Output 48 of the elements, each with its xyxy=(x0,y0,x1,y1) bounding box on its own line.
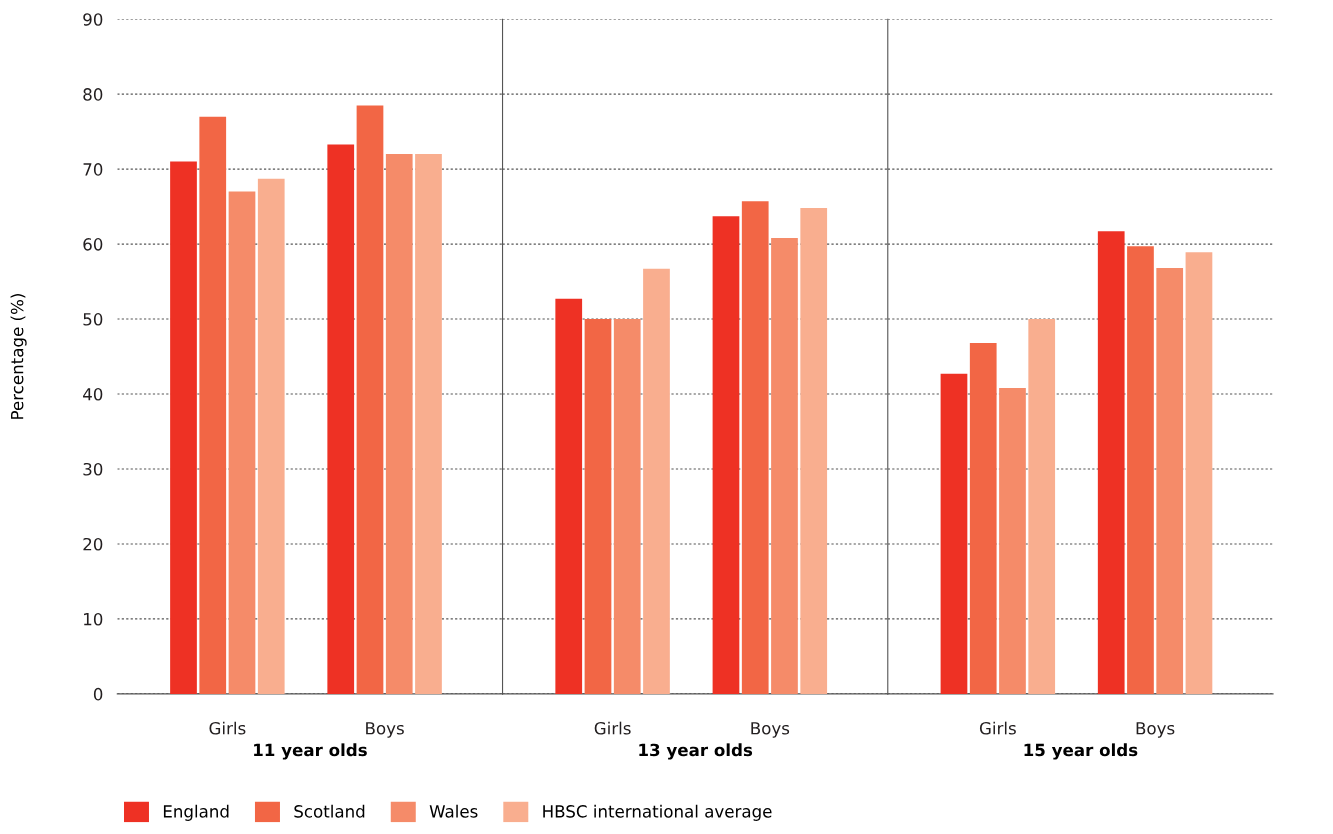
bar xyxy=(712,216,740,694)
y-tick-label: 70 xyxy=(83,163,103,176)
bar xyxy=(940,373,968,694)
bar xyxy=(584,319,612,694)
y-tick-label: 20 xyxy=(83,537,103,551)
x-axis-title: 11 year olds xyxy=(254,743,367,760)
x-tick-label: Boys xyxy=(366,722,404,738)
bar xyxy=(1097,231,1125,694)
bar xyxy=(1028,319,1056,694)
bar xyxy=(257,178,285,694)
bar xyxy=(228,191,256,694)
bar xyxy=(199,116,227,694)
y-tick-label: 10 xyxy=(84,612,103,626)
bar xyxy=(415,154,442,694)
legend-label: Wales xyxy=(429,804,478,818)
bar xyxy=(385,154,413,694)
y-tick-label: 60 xyxy=(83,238,103,251)
x-tick-label: Boys xyxy=(1136,722,1175,738)
bar xyxy=(170,161,197,694)
legend-label: England xyxy=(163,804,229,821)
x-tick-label: Girls xyxy=(209,721,246,735)
x-tick-label: Boys xyxy=(751,722,790,738)
y-tick-label: 90 xyxy=(83,13,103,26)
bar xyxy=(999,388,1026,694)
bar xyxy=(555,298,583,694)
bar xyxy=(613,319,641,694)
y-tick-label: 40 xyxy=(83,387,103,401)
bar xyxy=(969,343,997,694)
bar xyxy=(1127,246,1154,694)
y-tick-label: 0 xyxy=(93,687,103,701)
legend-label: HBSC international average xyxy=(543,804,772,821)
x-axis-title: 15 year olds xyxy=(1024,743,1138,760)
y-tick-label: 50 xyxy=(83,313,103,326)
bar xyxy=(356,105,384,694)
y-axis-title: Percentage (%) xyxy=(10,294,27,419)
bar xyxy=(1185,252,1213,694)
x-tick-label: Girls xyxy=(594,721,631,735)
bar xyxy=(771,238,798,694)
bar xyxy=(800,208,828,694)
x-axis-title: 13 year olds xyxy=(639,743,753,760)
y-tick-label: 80 xyxy=(83,88,103,101)
legend-label: Scotland xyxy=(294,804,365,818)
y-tick-label: 30 xyxy=(83,462,103,476)
bar xyxy=(1156,268,1184,694)
bar xyxy=(327,144,355,694)
bar xyxy=(643,268,670,694)
bar xyxy=(741,201,769,694)
x-tick-label: Girls xyxy=(979,721,1016,735)
